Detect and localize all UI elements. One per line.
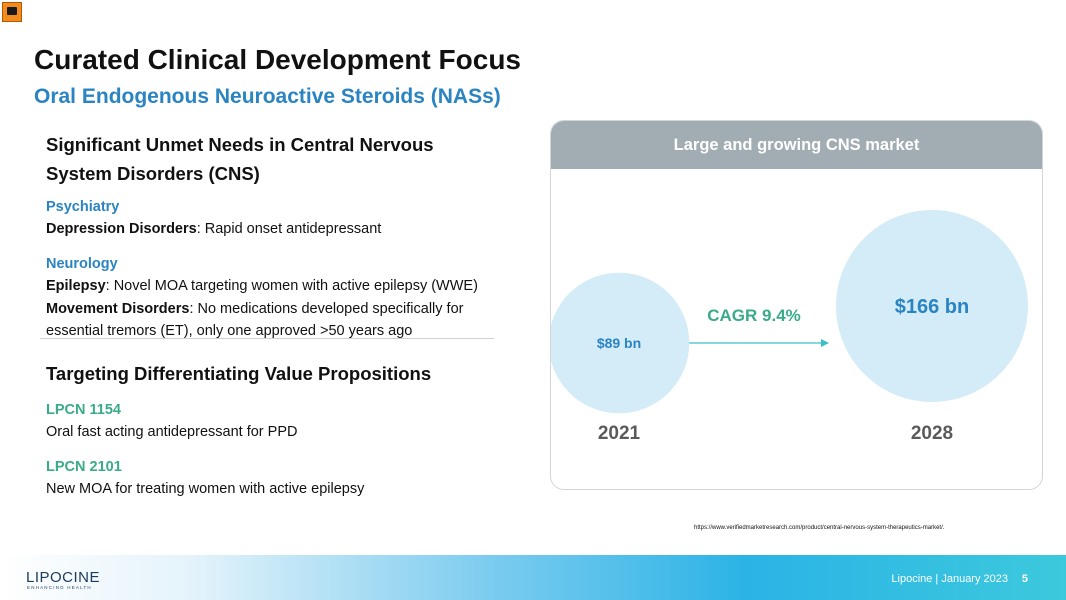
epilepsy-desc: : Novel MOA targeting women with active …: [105, 278, 478, 294]
psychiatry-label: Psychiatry: [46, 199, 120, 215]
section-divider: [40, 338, 494, 339]
depression-line: Depression Disorders: Rapid onset antide…: [46, 221, 381, 237]
epilepsy-term: Epilepsy: [46, 278, 106, 294]
page-title: Curated Clinical Development Focus: [34, 44, 521, 75]
bubble-2021: [551, 272, 690, 414]
market-bubble-chart: CAGR 9.4% $89 bn 2021 $166 bn 2028: [551, 210, 1028, 444]
left-column: Significant Unmet Needs in Central Nervo…: [40, 130, 516, 500]
movement-line-2: essential tremors (ET), only one approve…: [46, 323, 413, 339]
market-card: Large and growing CNS market CAGR 9.4% $8…: [550, 120, 1043, 490]
unmet-needs-heading: Significant Unmet Needs in Central Nervo…: [46, 130, 486, 188]
movement-desc: : No medications developed specifically …: [189, 301, 464, 317]
footer-company-date: Lipocine | January 2023: [891, 573, 1008, 585]
depression-term: Depression Disorders: [46, 221, 197, 237]
lpcn-2101-label: LPCN 2101: [46, 459, 122, 475]
market-card-header: Large and growing CNS market: [551, 121, 1042, 169]
footer-bar: LIPOCINE ENHANCING HEALTH Lipocine | Jan…: [0, 555, 1066, 600]
epilepsy-line: Epilepsy: Novel MOA targeting women with…: [46, 278, 478, 294]
value-label-2021: $89 bn: [597, 335, 641, 351]
year-label-2021: 2021: [598, 423, 641, 444]
lpcn-1154-label: LPCN 1154: [46, 402, 121, 418]
cagr-label: CAGR 9.4%: [707, 306, 801, 325]
value-props-heading: Targeting Differentiating Value Proposit…: [46, 363, 432, 384]
source-citation: https://www.verifiedmarketresearch.com/p…: [694, 525, 945, 531]
page-subtitle: Oral Endogenous Neuroactive Steroids (NA…: [34, 85, 501, 108]
movement-term: Movement Disorders: [46, 301, 190, 317]
neurology-label: Neurology: [46, 256, 118, 272]
cagr-arrow: [688, 339, 829, 347]
depression-desc: : Rapid onset antidepressant: [196, 221, 382, 237]
year-label-2028: 2028: [911, 423, 953, 444]
unmet-needs-heading-line2: System Disorders (CNS): [46, 163, 260, 184]
slide-marker-icon: [2, 2, 22, 22]
lpcn-2101-desc: New MOA for treating women with active e…: [46, 481, 365, 497]
value-label-2028: $166 bn: [895, 296, 969, 318]
logo-tagline: ENHANCING HEALTH: [27, 585, 92, 590]
unmet-needs-heading-line1: Significant Unmet Needs in Central Nervo…: [46, 134, 434, 155]
page-number: 5: [1021, 573, 1028, 585]
lpcn-1154-desc: Oral fast acting antidepressant for PPD: [46, 424, 298, 440]
movement-line: Movement Disorders: No medications devel…: [46, 301, 463, 317]
company-logo: LIPOCINE: [26, 569, 101, 586]
bubble-2028: [836, 210, 1028, 402]
